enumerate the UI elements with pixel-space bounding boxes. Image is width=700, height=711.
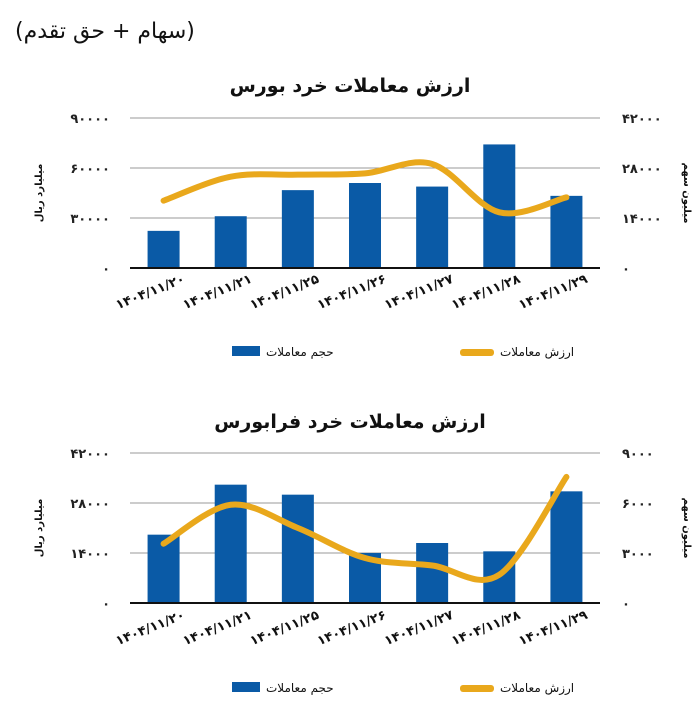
right-tick-label: ۴۲۰۰۰ bbox=[622, 112, 662, 127]
right-tick-label: ۲۸۰۰۰ bbox=[622, 162, 662, 177]
right-axis-title: میلیون سهم bbox=[681, 162, 692, 223]
left-tick-label: ۰ bbox=[102, 262, 110, 277]
x-tick-label: ۱۴۰۴/۱۱/۲۹ bbox=[517, 272, 590, 313]
x-tick-label: ۱۴۰۴/۱۱/۲۶ bbox=[315, 272, 388, 313]
left-tick-label: ۶۰۰۰۰ bbox=[70, 162, 110, 177]
x-tick-label: ۱۴۰۴/۱۱/۲۵ bbox=[248, 608, 321, 649]
bar bbox=[281, 190, 314, 268]
x-tick-label: ۱۴۰۴/۱۱/۲۰ bbox=[114, 272, 187, 313]
bar bbox=[214, 216, 247, 268]
x-tick-label: ۱۴۰۴/۱۱/۲۵ bbox=[248, 272, 321, 313]
left-tick-label: ۹۰۰۰۰ bbox=[70, 112, 110, 127]
right-tick-label: ۹۰۰۰ bbox=[622, 447, 654, 462]
x-tick-label: ۱۴۰۴/۱۱/۲۶ bbox=[315, 608, 388, 649]
legend-label-line: ارزش معاملات bbox=[500, 681, 574, 696]
x-tick-label: ۱۴۰۴/۱۱/۲۹ bbox=[517, 608, 590, 649]
x-tick-label: ۱۴۰۴/۱۱/۲۸ bbox=[449, 608, 522, 649]
legend-swatch-bar bbox=[232, 346, 260, 356]
legend-label-line: ارزش معاملات bbox=[500, 345, 574, 360]
x-tick-label: ۱۴۰۴/۱۱/۲۷ bbox=[382, 608, 455, 649]
bar bbox=[147, 230, 180, 268]
right-tick-label: ۰ bbox=[622, 262, 630, 277]
bar bbox=[416, 186, 449, 268]
right-tick-label: ۳۰۰۰ bbox=[622, 547, 654, 562]
x-tick-label: ۱۴۰۴/۱۱/۲۸ bbox=[449, 272, 522, 313]
left-axis-title: میلیارد ریال bbox=[34, 164, 45, 223]
legend-label-bar: حجم معاملات bbox=[266, 345, 334, 359]
bar bbox=[416, 543, 449, 603]
left-tick-label: ۲۸۰۰۰ bbox=[70, 497, 110, 512]
right-tick-label: ۱۴۰۰۰ bbox=[622, 212, 662, 227]
bar bbox=[550, 491, 583, 603]
left-tick-label: ۱۴۰۰۰ bbox=[70, 547, 110, 562]
bar bbox=[349, 183, 381, 268]
x-tick-label: ۱۴۰۴/۱۱/۲۷ bbox=[382, 272, 455, 313]
bar bbox=[281, 494, 314, 603]
right-tick-label: ۰ bbox=[622, 597, 630, 612]
legend-swatch-line bbox=[460, 349, 494, 356]
x-tick-label: ۱۴۰۴/۱۱/۲۱ bbox=[181, 608, 254, 649]
left-tick-label: ۰ bbox=[102, 597, 110, 612]
x-tick-label: ۱۴۰۴/۱۱/۲۰ bbox=[114, 608, 187, 649]
chart-1: ارزش معاملات خرد بورس ۰ ۳۰۰۰۰ ۶۰۰۰۰ ۹۰۰۰۰ ۰ ۱۴… bbox=[34, 75, 692, 360]
right-axis-title: میلیون سهم bbox=[681, 497, 692, 558]
chart-title: ارزش معاملات خرد بورس bbox=[230, 75, 471, 97]
right-tick-label: ۶۰۰۰ bbox=[622, 497, 654, 512]
left-axis-title: میلیارد ریال bbox=[34, 499, 45, 558]
legend-swatch-line bbox=[460, 685, 494, 692]
bar bbox=[550, 195, 583, 268]
left-tick-label: ۴۲۰۰۰ bbox=[70, 447, 110, 462]
chart-2: ارزش معاملات خرد فرابورس ۰ ۱۴۰۰۰ ۲۸۰۰۰ ۴۲۰۰۰… bbox=[34, 411, 692, 696]
left-tick-label: ۳۰۰۰۰ bbox=[70, 212, 110, 227]
header-note: (سهام + حق تقدم) bbox=[15, 19, 195, 44]
chart-title: ارزش معاملات خرد فرابورس bbox=[214, 411, 486, 433]
x-tick-label: ۱۴۰۴/۱۱/۲۱ bbox=[181, 272, 254, 313]
legend-swatch-bar bbox=[232, 682, 260, 692]
legend-label-bar: حجم معاملات bbox=[266, 681, 334, 695]
